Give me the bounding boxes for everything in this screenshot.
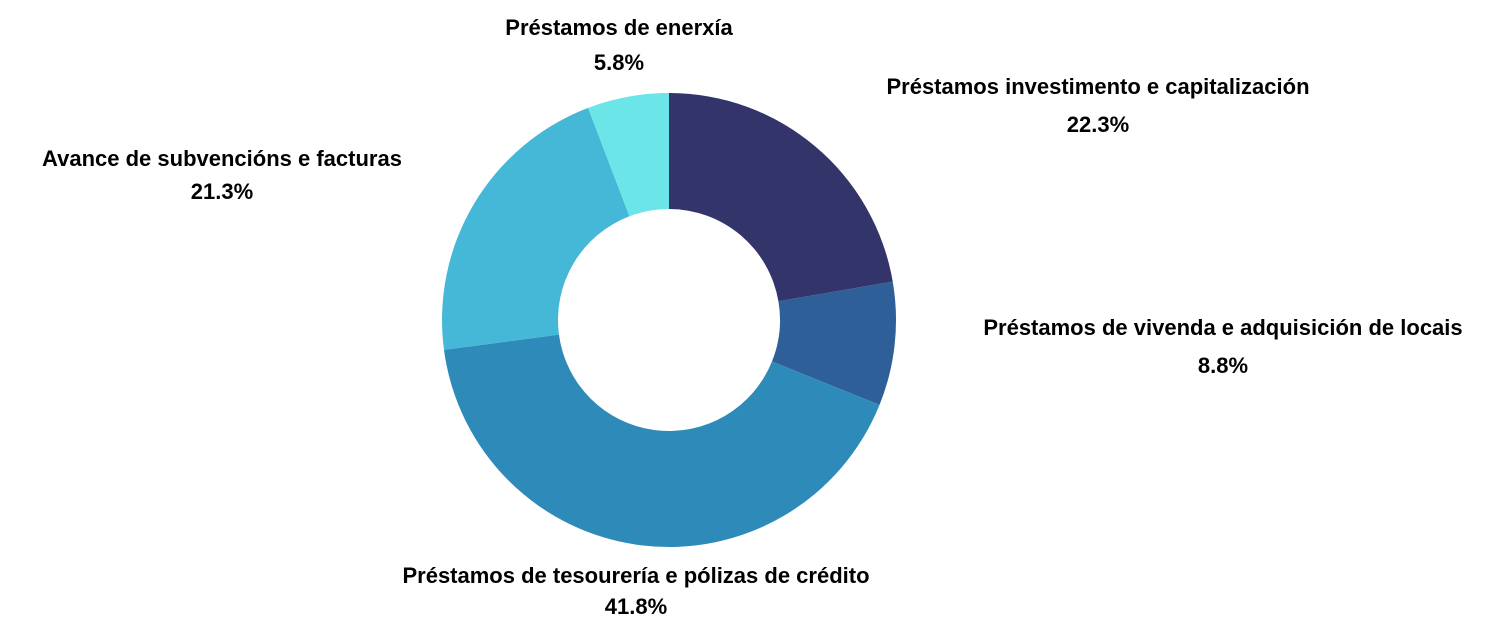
slice-value-label: 5.8%: [594, 50, 644, 75]
slice-label: Préstamos investimento e capitalización: [886, 74, 1309, 99]
donut-slice: [443, 334, 880, 547]
donut-slice: [771, 281, 896, 405]
slice-value-label: 8.8%: [1198, 353, 1248, 378]
donut-slice: [669, 93, 893, 302]
slice-label: Préstamos de enerxía: [505, 15, 733, 40]
slice-label: Préstamos de tesourería e pólizas de cré…: [402, 563, 869, 588]
slice-label: Préstamos de vivenda e adquisición de lo…: [983, 315, 1462, 340]
slice-value-label: 22.3%: [1067, 112, 1129, 137]
slice-label: Avance de subvencións e facturas: [42, 146, 402, 171]
donut-slice: [442, 107, 630, 350]
donut-slice: [588, 93, 669, 217]
slice-value-label: 21.3%: [191, 179, 253, 204]
slice-value-label: 41.8%: [605, 594, 667, 619]
